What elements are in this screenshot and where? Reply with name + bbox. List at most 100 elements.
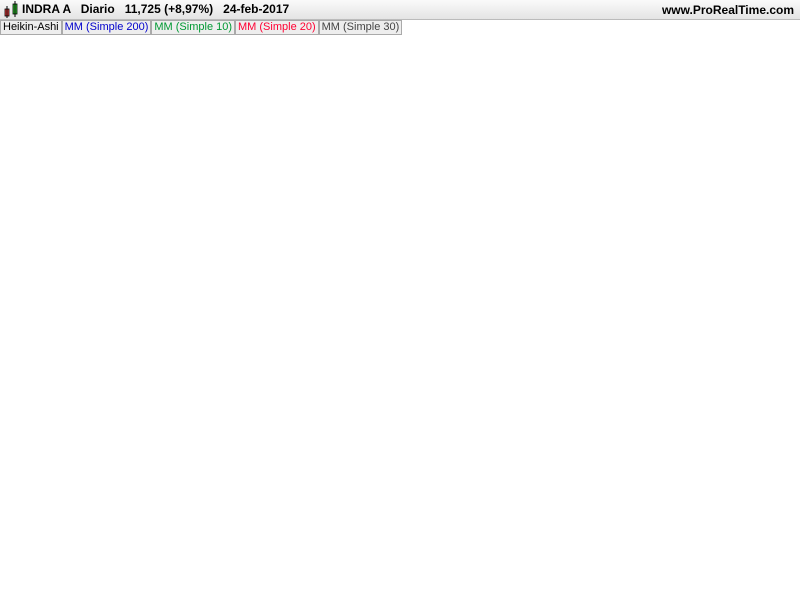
volume-bar xyxy=(680,529,686,536)
volume-bar xyxy=(656,530,662,536)
candle-body xyxy=(697,235,705,240)
up-arrow-icon xyxy=(739,112,753,126)
candle-body xyxy=(625,324,633,337)
macd-histogram-bar xyxy=(410,555,416,563)
macd-histogram-bar xyxy=(224,561,230,567)
volume-bar xyxy=(470,530,476,536)
candle-body xyxy=(211,185,219,202)
date-label: 28 xyxy=(72,587,84,599)
candle-body xyxy=(193,154,201,177)
volume-bar xyxy=(146,531,152,536)
candle-body xyxy=(715,232,723,241)
candle-body xyxy=(721,236,729,255)
candle-body xyxy=(493,296,501,300)
volume-bar xyxy=(242,529,248,536)
volume-bar xyxy=(110,531,116,536)
macd-histogram-bar xyxy=(626,561,632,566)
macd-histogram-bar xyxy=(152,561,158,566)
volume-bar xyxy=(638,529,644,536)
candle-body xyxy=(343,404,351,417)
macd-histogram-bar xyxy=(512,559,518,563)
histogram-value-box xyxy=(759,551,800,567)
legend-sma10[interactable]: MM (Simple 10) xyxy=(151,20,236,35)
candle-body xyxy=(451,316,459,325)
volume-bar xyxy=(2,530,8,536)
volume-bar xyxy=(476,528,482,536)
volume-bar xyxy=(326,528,332,536)
sma20-value-box xyxy=(759,251,800,267)
candle-body xyxy=(439,325,447,329)
macd-histogram-bar xyxy=(302,561,308,570)
macd-histogram-bar xyxy=(188,561,194,565)
volume-bar xyxy=(632,528,638,536)
close-value-box xyxy=(759,146,800,162)
macd-histogram-bar xyxy=(482,557,488,563)
volume-bar xyxy=(86,528,92,536)
macd-histogram-bar xyxy=(596,561,602,565)
price-tick-label: 10,5 xyxy=(764,296,785,308)
candle-body xyxy=(133,122,141,140)
volume-bar xyxy=(272,530,278,536)
date-label: 23 xyxy=(320,587,332,599)
macd-histogram-bar xyxy=(278,561,284,565)
copyright-frame xyxy=(0,480,757,495)
candle-body xyxy=(223,203,231,228)
candle-body xyxy=(571,270,579,277)
macd-histogram-bar xyxy=(266,561,272,566)
candle-body xyxy=(547,275,555,279)
volume-bar xyxy=(20,528,26,536)
candle-body xyxy=(361,417,369,421)
volume-bar xyxy=(716,530,722,536)
signal-tick xyxy=(750,40,758,74)
candle-body xyxy=(505,289,513,297)
macd-histogram-bar xyxy=(548,561,554,563)
macd-histogram-bar xyxy=(578,561,584,563)
volume-bar xyxy=(734,517,740,536)
volume-bar xyxy=(722,530,728,536)
candle-body xyxy=(517,283,525,291)
candle-body xyxy=(607,304,615,319)
volume-bar xyxy=(572,532,578,536)
signal-label-box xyxy=(70,539,104,555)
volume-bar xyxy=(260,530,266,536)
candle-body xyxy=(541,275,549,281)
chart-title: INDRA A Diario 11,725 (+8,97%) 24-feb-20… xyxy=(22,2,289,16)
volume-bar xyxy=(74,522,80,536)
macd-histogram-bar xyxy=(182,561,188,565)
legend-sma30[interactable]: MM (Simple 30) xyxy=(318,20,403,35)
candle-body xyxy=(295,352,303,429)
macd-histogram-bar xyxy=(602,561,608,565)
macd-histogram-bar xyxy=(560,561,566,563)
candle-body xyxy=(649,300,657,312)
macd-histogram-bar xyxy=(68,560,74,563)
candle-body xyxy=(1,143,9,152)
macd-histogram-bar xyxy=(446,555,452,563)
candle-body xyxy=(655,286,663,307)
macd-histogram-bar xyxy=(230,561,236,567)
volume-bar xyxy=(386,528,392,536)
volume-bar xyxy=(14,529,20,536)
volume-bar xyxy=(284,529,290,536)
candle-body xyxy=(205,176,213,196)
legend-heikin-ashi[interactable]: Heikin-Ashi xyxy=(0,20,62,35)
macd-histogram-bar xyxy=(56,559,62,563)
macd-histogram-bar xyxy=(434,554,440,563)
volume-bar xyxy=(350,525,356,536)
candle-body xyxy=(415,342,423,365)
up-arrow-icon xyxy=(739,84,753,97)
candle-body xyxy=(583,278,591,291)
price-tick-label: 11,5 xyxy=(764,164,785,176)
candle-body xyxy=(277,277,285,295)
candle-body xyxy=(463,314,471,320)
legend-sma200[interactable]: MM (Simple 200) xyxy=(61,20,152,35)
site-link[interactable]: www.ProRealTime.com xyxy=(661,3,794,17)
macd-histogram-bar xyxy=(392,555,398,563)
legend-sma20[interactable]: MM (Simple 20) xyxy=(235,20,319,35)
volume-bar xyxy=(302,527,308,536)
volume-bar xyxy=(62,531,68,536)
candle-body xyxy=(595,290,603,305)
candle-body xyxy=(703,233,711,238)
candle-body xyxy=(397,363,405,375)
macd-histogram-bar xyxy=(38,559,44,563)
